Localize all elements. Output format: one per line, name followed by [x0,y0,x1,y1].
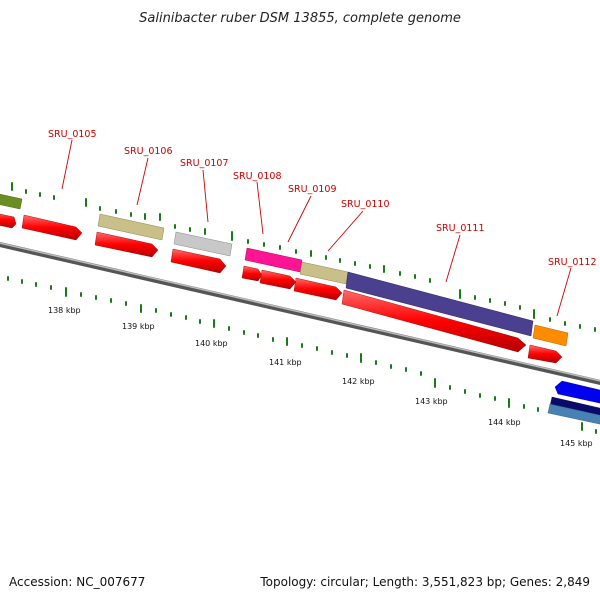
kbp-label: 144 kbp [488,418,521,427]
gene-label-sru0108: SRU_0108 [233,171,282,182]
feature-bar-navy [549,396,600,418]
kbp-label: 143 kbp [415,397,448,406]
label-leaders [61,139,572,317]
cds-arrow [21,214,83,241]
cds-arrow [0,213,17,229]
gc-ticks-lower [7,276,597,434]
feature-track-lower-right [547,380,600,425]
cds-arrow [293,277,343,301]
cds-arrow [170,248,227,274]
cds-arrow [241,265,263,282]
kbp-label: 140 kbp [195,339,228,348]
cds-arrow [527,344,563,364]
kbp-label: 145 kbp [560,439,593,448]
feature-track-misc [0,193,569,347]
cds-track [0,213,563,364]
feature-bar-sru0107 [173,231,233,257]
kbp-label: 141 kbp [269,358,302,367]
topology-text: Topology: circular; Length: 3,551,823 bp… [259,575,590,589]
kbp-label: 142 kbp [342,377,375,386]
feature-bar-steelblue [547,403,600,425]
feature-bar-sru0112 [532,324,569,347]
accession-text: Accession: NC_007677 [9,575,145,589]
gene-label-sru0105: SRU_0105 [48,129,97,140]
cds-arrow [94,231,159,258]
gene-label-sru0110: SRU_0110 [341,199,390,210]
feature-arrow-blue [554,380,600,404]
gene-labels: SRU_0105 SRU_0106 SRU_0107 SRU_0108 SRU_… [48,129,597,268]
gene-label-sru0107: SRU_0107 [180,158,229,169]
feature-bar-sru0106 [97,213,165,241]
feature-bar-sru0108 [244,247,303,273]
kbp-label: 138 kbp [48,306,81,315]
feature-bar-left [0,193,23,210]
feature-bar-sru0109 [299,261,349,285]
map-title: Salinibacter ruber DSM 13855, complete g… [139,11,461,26]
kbp-scale: 138 kbp 139 kbp 140 kbp 141 kbp 142 kbp … [48,306,593,448]
feature-bar-sru0111 [345,271,534,337]
cds-arrow [259,269,297,290]
backbone [0,242,600,385]
cds-arrow [341,289,527,353]
gene-label-sru0112: SRU_0112 [548,257,597,268]
kbp-label: 139 kbp [122,322,155,331]
gene-label-sru0109: SRU_0109 [288,184,337,195]
gene-label-sru0111: SRU_0111 [436,223,485,234]
gc-ticks-upper [11,182,596,332]
gene-label-sru0106: SRU_0106 [124,146,173,157]
